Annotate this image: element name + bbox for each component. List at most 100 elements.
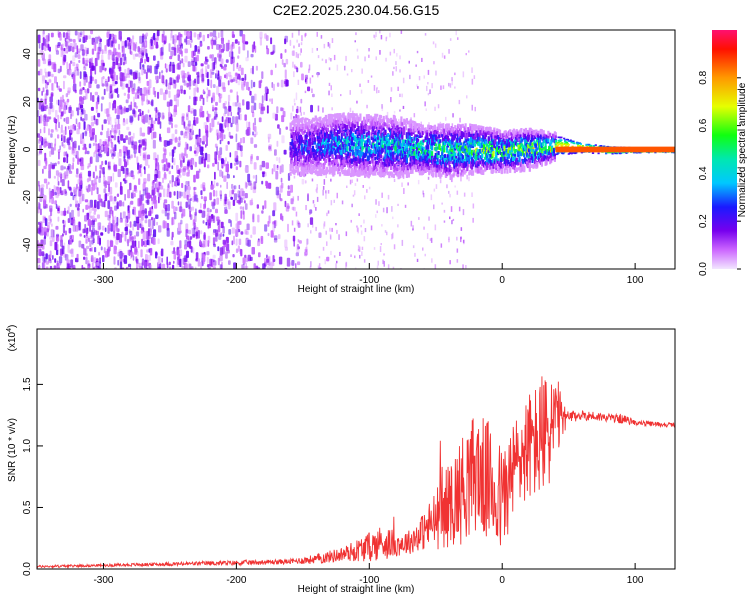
heatmap-cell bbox=[94, 150, 98, 154]
heatmap-cell bbox=[292, 105, 294, 112]
heatmap-cell bbox=[304, 117, 307, 121]
heatmap-cell bbox=[70, 248, 74, 258]
heatmap-cell bbox=[72, 195, 75, 201]
heatmap-cell bbox=[49, 240, 53, 247]
heatmap-cell bbox=[201, 110, 205, 118]
heatmap-cell bbox=[202, 97, 205, 106]
heatmap-cell bbox=[74, 52, 78, 58]
heatmap-cell bbox=[120, 134, 124, 141]
heatmap-cell bbox=[345, 231, 348, 237]
heatmap-cell bbox=[187, 120, 191, 127]
heatmap-cell bbox=[391, 206, 393, 212]
heatmap-cell bbox=[148, 210, 152, 217]
heatmap-cell bbox=[326, 256, 330, 262]
heatmap-cell bbox=[56, 238, 60, 242]
heatmap-cell bbox=[48, 187, 51, 196]
heatmap-cell bbox=[240, 67, 244, 76]
heatmap-cell bbox=[128, 172, 131, 177]
heatmap-cell bbox=[252, 41, 255, 49]
heatmap-cell bbox=[320, 148, 323, 151]
heatmap-cell bbox=[396, 53, 398, 57]
heatmap-cell bbox=[90, 215, 93, 219]
heatmap-cell bbox=[362, 157, 365, 162]
heatmap-cell bbox=[118, 158, 122, 166]
heatmap-cell bbox=[389, 32, 391, 38]
heatmap-cell bbox=[73, 42, 77, 50]
heatmap-cell bbox=[381, 105, 384, 112]
heatmap-cell bbox=[108, 92, 112, 99]
heatmap-cell bbox=[41, 75, 45, 84]
heatmap-cell bbox=[209, 32, 213, 37]
heatmap-cell bbox=[386, 138, 389, 142]
heatmap-cell bbox=[185, 201, 188, 208]
heatmap-cell bbox=[160, 265, 163, 269]
heatmap-cell bbox=[244, 181, 247, 189]
heatmap-cell bbox=[97, 222, 101, 226]
heatmap-cell bbox=[98, 251, 100, 256]
heatmap-cell bbox=[47, 59, 51, 67]
heatmap-cell bbox=[275, 268, 277, 269]
heatmap-cell bbox=[430, 237, 433, 243]
heatmap-cell bbox=[437, 104, 440, 109]
heatmap-cell bbox=[125, 99, 129, 104]
heatmap-cell bbox=[391, 233, 393, 240]
heatmap-cell bbox=[159, 88, 163, 95]
heatmap-cell bbox=[116, 57, 119, 66]
heatmap-cell bbox=[187, 76, 190, 81]
heatmap-cell bbox=[141, 94, 145, 102]
heatmap-cell bbox=[58, 256, 63, 264]
heatmap-cell bbox=[254, 117, 256, 126]
heatmap-cell bbox=[327, 190, 330, 194]
heatmap-cell bbox=[193, 32, 197, 38]
heatmap-cell bbox=[224, 209, 228, 214]
heatmap-cell bbox=[224, 196, 228, 205]
heatmap-cell bbox=[108, 222, 112, 232]
heatmap-cell bbox=[289, 39, 292, 46]
heatmap-cell bbox=[367, 116, 370, 120]
heatmap-cell bbox=[292, 126, 295, 132]
heatmap-cell bbox=[340, 132, 343, 137]
heatmap-cell bbox=[92, 215, 95, 221]
heatmap-cell bbox=[64, 171, 67, 180]
heatmap-cell bbox=[182, 62, 185, 68]
heatmap-cell bbox=[315, 226, 317, 232]
heatmap-cell bbox=[417, 160, 420, 164]
heatmap-cell bbox=[66, 61, 68, 70]
heatmap-cell bbox=[108, 210, 111, 219]
heatmap-cell bbox=[215, 69, 218, 76]
heatmap-cell bbox=[427, 176, 430, 180]
heatmap-cell bbox=[98, 42, 102, 52]
heatmap-cell bbox=[224, 157, 227, 162]
heatmap-cell bbox=[307, 193, 309, 196]
heatmap-cell bbox=[340, 136, 343, 140]
heatmap-cell bbox=[69, 203, 72, 207]
heatmap-cell bbox=[164, 63, 167, 69]
heatmap-cell bbox=[230, 196, 233, 200]
heatmap-cell bbox=[434, 43, 437, 48]
heatmap-cell bbox=[41, 50, 45, 59]
heatmap-cell bbox=[222, 239, 226, 245]
heatmap-cell bbox=[137, 94, 139, 99]
heatmap-cell bbox=[205, 221, 208, 226]
heatmap-cell bbox=[194, 194, 198, 202]
heatmap-cell bbox=[125, 83, 129, 88]
heatmap-cell bbox=[134, 92, 138, 100]
heatmap-cell bbox=[101, 225, 105, 231]
heatmap-cell bbox=[427, 82, 429, 85]
heatmap-cell bbox=[337, 140, 341, 145]
heatmap-cell bbox=[244, 203, 248, 210]
heatmap-cell bbox=[128, 236, 131, 243]
heatmap-cell bbox=[57, 32, 61, 38]
heatmap-cell bbox=[187, 61, 191, 67]
heatmap-cell bbox=[293, 175, 296, 179]
heatmap-cell bbox=[399, 109, 401, 112]
heatmap-cell bbox=[155, 251, 158, 259]
heatmap-cell bbox=[90, 30, 93, 35]
heatmap-cell bbox=[135, 42, 138, 49]
heatmap-cell bbox=[312, 200, 315, 204]
heatmap-cell bbox=[179, 160, 182, 166]
heatmap-cell bbox=[48, 164, 52, 171]
heatmap-cell bbox=[386, 207, 388, 214]
heatmap-cell bbox=[403, 130, 406, 135]
heatmap-cell bbox=[268, 144, 272, 152]
